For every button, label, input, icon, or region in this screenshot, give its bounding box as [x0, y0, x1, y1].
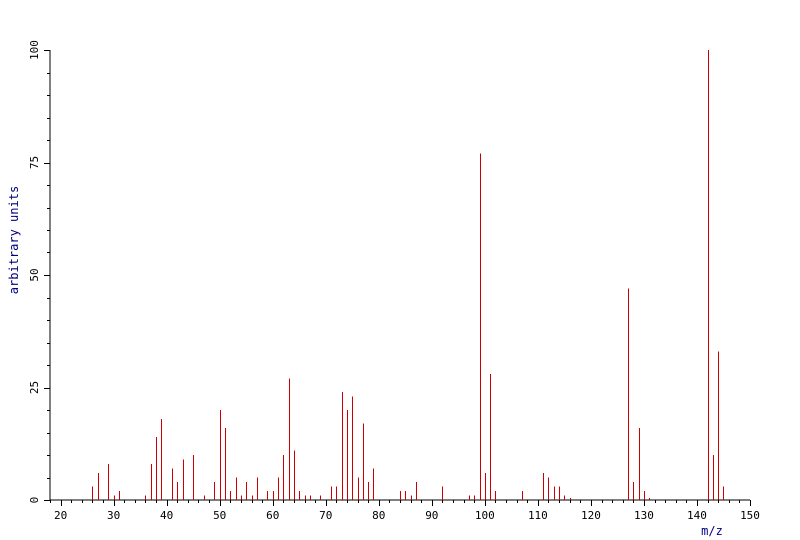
x-tick-label: 20 [54, 509, 67, 522]
y-axis-title: arbitrary units [7, 186, 21, 294]
x-axis-title: m/z [701, 524, 723, 538]
x-tick-label: 60 [266, 509, 279, 522]
peaks-series [92, 50, 724, 500]
x-tick-label: 100 [475, 509, 495, 522]
x-tick-label: 30 [107, 509, 120, 522]
x-tick-label: 140 [687, 509, 707, 522]
x-tick-label: 110 [528, 509, 548, 522]
y-tick-label: 75 [28, 156, 41, 169]
y-axis: 0 25 50 75 100 [28, 40, 51, 504]
x-tick-label: 70 [319, 509, 332, 522]
x-tick-label: 40 [160, 509, 173, 522]
x-tick-label: 80 [372, 509, 385, 522]
x-tick-label: 50 [213, 509, 226, 522]
y-tick-label: 0 [28, 497, 41, 504]
x-tick-label: 120 [581, 509, 601, 522]
x-tick-label: 130 [634, 509, 654, 522]
y-tick-label: 50 [28, 268, 41, 281]
x-tick-label: 150 [740, 509, 760, 522]
x-tick-label: 90 [425, 509, 438, 522]
x-axis: 20 30 40 50 60 70 80 90 100 110 120 130 140 150 [50, 499, 760, 522]
y-tick-label: 25 [28, 381, 41, 394]
y-tick-label: 100 [28, 40, 41, 60]
